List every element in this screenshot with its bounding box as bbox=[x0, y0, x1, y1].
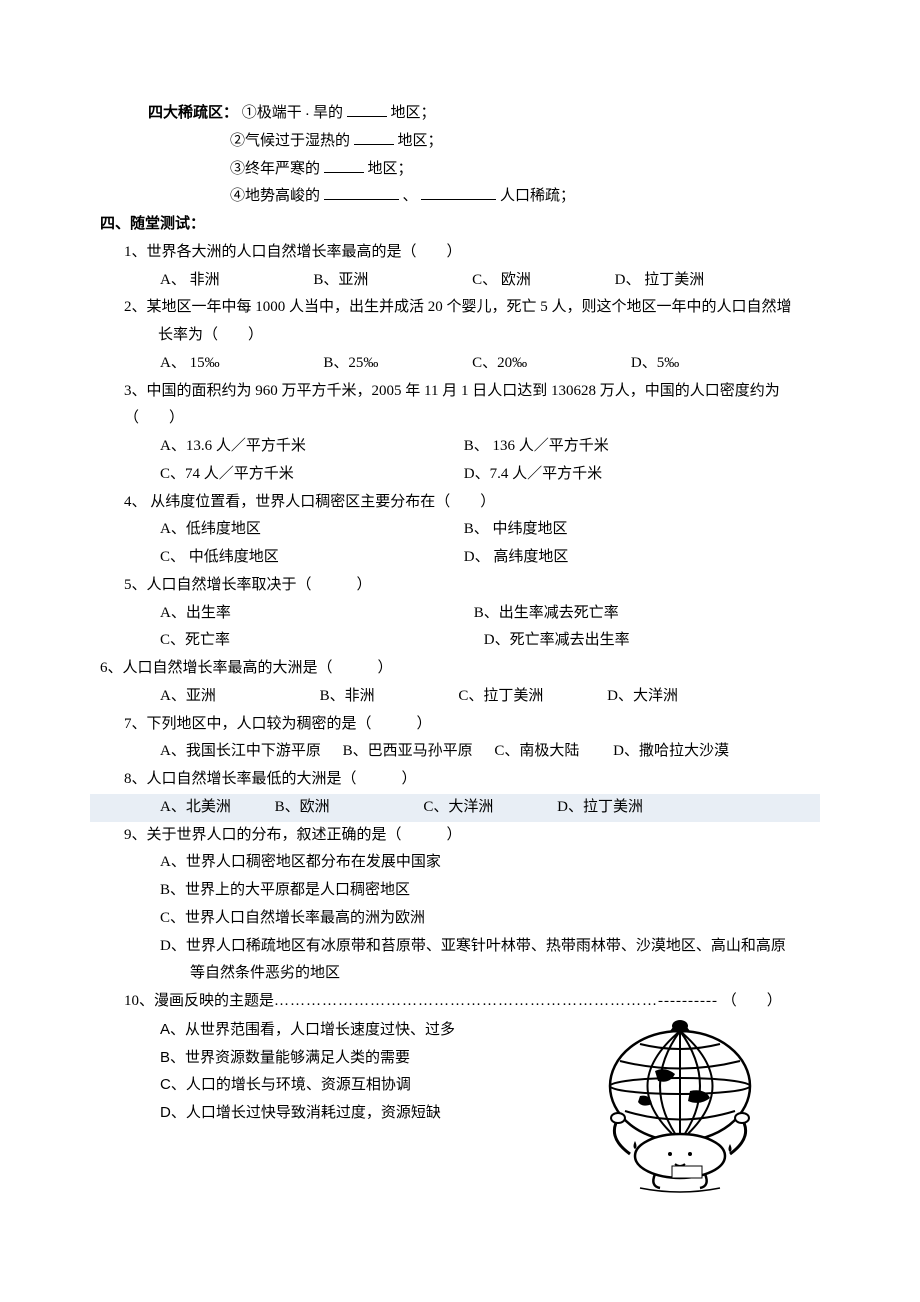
sparse-title: 四大稀疏区： bbox=[148, 105, 238, 121]
sparse-item4: ④地势高峻的 、 人口稀疏； bbox=[230, 183, 820, 211]
q8-optC: C、大洋洲 bbox=[423, 794, 493, 822]
test-section-title: 四、随堂测试： bbox=[100, 211, 820, 239]
q1-optB: B、亚洲 bbox=[313, 267, 368, 295]
q5-optA: A、出生率 bbox=[160, 600, 470, 628]
q8-optD: D、拉丁美洲 bbox=[557, 794, 643, 822]
q9-optD2: 等自然条件恶劣的地区 bbox=[190, 960, 820, 988]
q1-stem: 1、世界各大洲的人口自然增长率最高的是（ ） bbox=[124, 239, 820, 267]
q7-optA: A、我国长江中下游平原 bbox=[160, 738, 321, 766]
q5-optB: B、出生率减去死亡率 bbox=[474, 600, 619, 628]
q4-options-2: C、 中低纬度地区 D、 高纬度地区 bbox=[100, 544, 820, 572]
q2-options: A、 15‰ B、25‰ C、20‰ D、5‰ bbox=[100, 350, 820, 378]
sparse-item2: ②气候过于湿热的 地区； bbox=[230, 128, 820, 156]
q1-options: A、 非洲 B、亚洲 C、 欧洲 D、 拉丁美洲 bbox=[100, 267, 820, 295]
q6-stem: 6、人口自然增长率最高的大洲是（ ） bbox=[100, 655, 820, 683]
q6-optD: D、大洋洲 bbox=[607, 683, 678, 711]
q4-optD: D、 高纬度地区 bbox=[464, 544, 569, 572]
q3-stem: 3、中国的面积约为 960 万平方千米，2005 年 11 月 1 日人口达到 … bbox=[124, 378, 820, 434]
q3-options-2: C、74 人／平方千米 D、7.4 人／平方千米 bbox=[100, 461, 820, 489]
q2-stem1: 2、某地区一年中每 1000 人当中，出生并成活 20 个婴儿，死亡 5 人，则… bbox=[124, 294, 820, 322]
q7-optD: D、撒哈拉大沙漠 bbox=[613, 738, 729, 766]
q9-optB: B、世界上的大平原都是人口稠密地区 bbox=[160, 877, 820, 905]
q7-optC: C、南极大陆 bbox=[494, 738, 579, 766]
q4-optC: C、 中低纬度地区 bbox=[160, 544, 460, 572]
q1-optD: D、 拉丁美洲 bbox=[615, 267, 705, 295]
sparse-item1-mid: 旱的 bbox=[313, 105, 343, 121]
sparse-section: 四大稀疏区： ①极端干 . 旱的 地区； bbox=[148, 100, 820, 128]
q5-options-2: C、死亡率 D、死亡率减去出生率 bbox=[100, 627, 820, 655]
blank bbox=[421, 184, 496, 200]
blank bbox=[324, 184, 399, 200]
q8-options: A、北美洲 B、欧洲 C、大洋洲 D、拉丁美洲 bbox=[90, 794, 820, 822]
q8-optA: A、北美洲 bbox=[160, 794, 231, 822]
q4-optB: B、 中纬度地区 bbox=[464, 516, 568, 544]
q6-optC: C、拉丁美洲 bbox=[458, 683, 543, 711]
q9-optA: A、世界人口稠密地区都分布在发展中国家 bbox=[160, 849, 820, 877]
blank bbox=[347, 101, 387, 117]
q4-optA: A、低纬度地区 bbox=[160, 516, 460, 544]
q7-options: A、我国长江中下游平原 B、巴西亚马孙平原 C、南极大陆 D、撒哈拉大沙漠 bbox=[100, 738, 820, 766]
q5-options-1: A、出生率 B、出生率减去死亡率 bbox=[100, 600, 820, 628]
q2-optA: A、 15‰ bbox=[160, 350, 220, 378]
q2-stem2: 长率为（ ） bbox=[158, 322, 820, 350]
sparse-item1-pre: ①极端干 bbox=[242, 105, 302, 121]
q3-optD: D、7.4 人／平方千米 bbox=[464, 461, 602, 489]
q4-stem: 4、 从纬度位置看，世界人口稠密区主要分布在（ ） bbox=[124, 489, 820, 517]
q6-optA: A、亚洲 bbox=[160, 683, 216, 711]
sparse-item3: ③终年严寒的 地区； bbox=[230, 156, 820, 184]
q5-optC: C、死亡率 bbox=[160, 627, 480, 655]
q3-optA: A、13.6 人／平方千米 bbox=[160, 433, 460, 461]
q2-optC: C、20‰ bbox=[472, 350, 527, 378]
q5-optD: D、死亡率减去出生率 bbox=[484, 627, 630, 655]
q9-optC: C、世界人口自然增长率最高的洲为欧洲 bbox=[160, 905, 820, 933]
blank bbox=[324, 157, 364, 173]
q1-optA: A、 非洲 bbox=[160, 267, 220, 295]
q4-options-1: A、低纬度地区 B、 中纬度地区 bbox=[100, 516, 820, 544]
blank bbox=[354, 129, 394, 145]
q7-stem: 7、下列地区中，人口较为稠密的是（ ） bbox=[124, 711, 820, 739]
q8-optB: B、欧洲 bbox=[275, 794, 330, 822]
q10-stem: 10、漫画反映的主题是………………………………………………………………-----… bbox=[124, 988, 820, 1016]
q5-stem: 5、人口自然增长率取决于（ ） bbox=[124, 572, 820, 600]
q6-optB: B、非洲 bbox=[320, 683, 375, 711]
q6-options: A、亚洲 B、非洲 C、拉丁美洲 D、大洋洲 bbox=[100, 683, 820, 711]
q3-options-1: A、13.6 人／平方千米 B、 136 人／平方千米 bbox=[100, 433, 820, 461]
cartoon-image bbox=[580, 1016, 780, 1196]
q3-optB: B、 136 人／平方千米 bbox=[464, 433, 609, 461]
q3-optC: C、74 人／平方千米 bbox=[160, 461, 460, 489]
q9-stem: 9、关于世界人口的分布，叙述正确的是（ ） bbox=[124, 822, 820, 850]
sparse-item1-post: 地区； bbox=[391, 105, 436, 121]
q7-optB: B、巴西亚马孙平原 bbox=[343, 738, 473, 766]
q1-optC: C、 欧洲 bbox=[472, 267, 531, 295]
q8-stem: 8、人口自然增长率最低的大洲是（ ） bbox=[124, 766, 820, 794]
q9-optD1: D、世界人口稀疏地区有冰原带和苔原带、亚寒针叶林带、热带雨林带、沙漠地区、高山和… bbox=[160, 933, 820, 961]
q2-optB: B、25‰ bbox=[323, 350, 378, 378]
q2-optD: D、5‰ bbox=[631, 350, 679, 378]
